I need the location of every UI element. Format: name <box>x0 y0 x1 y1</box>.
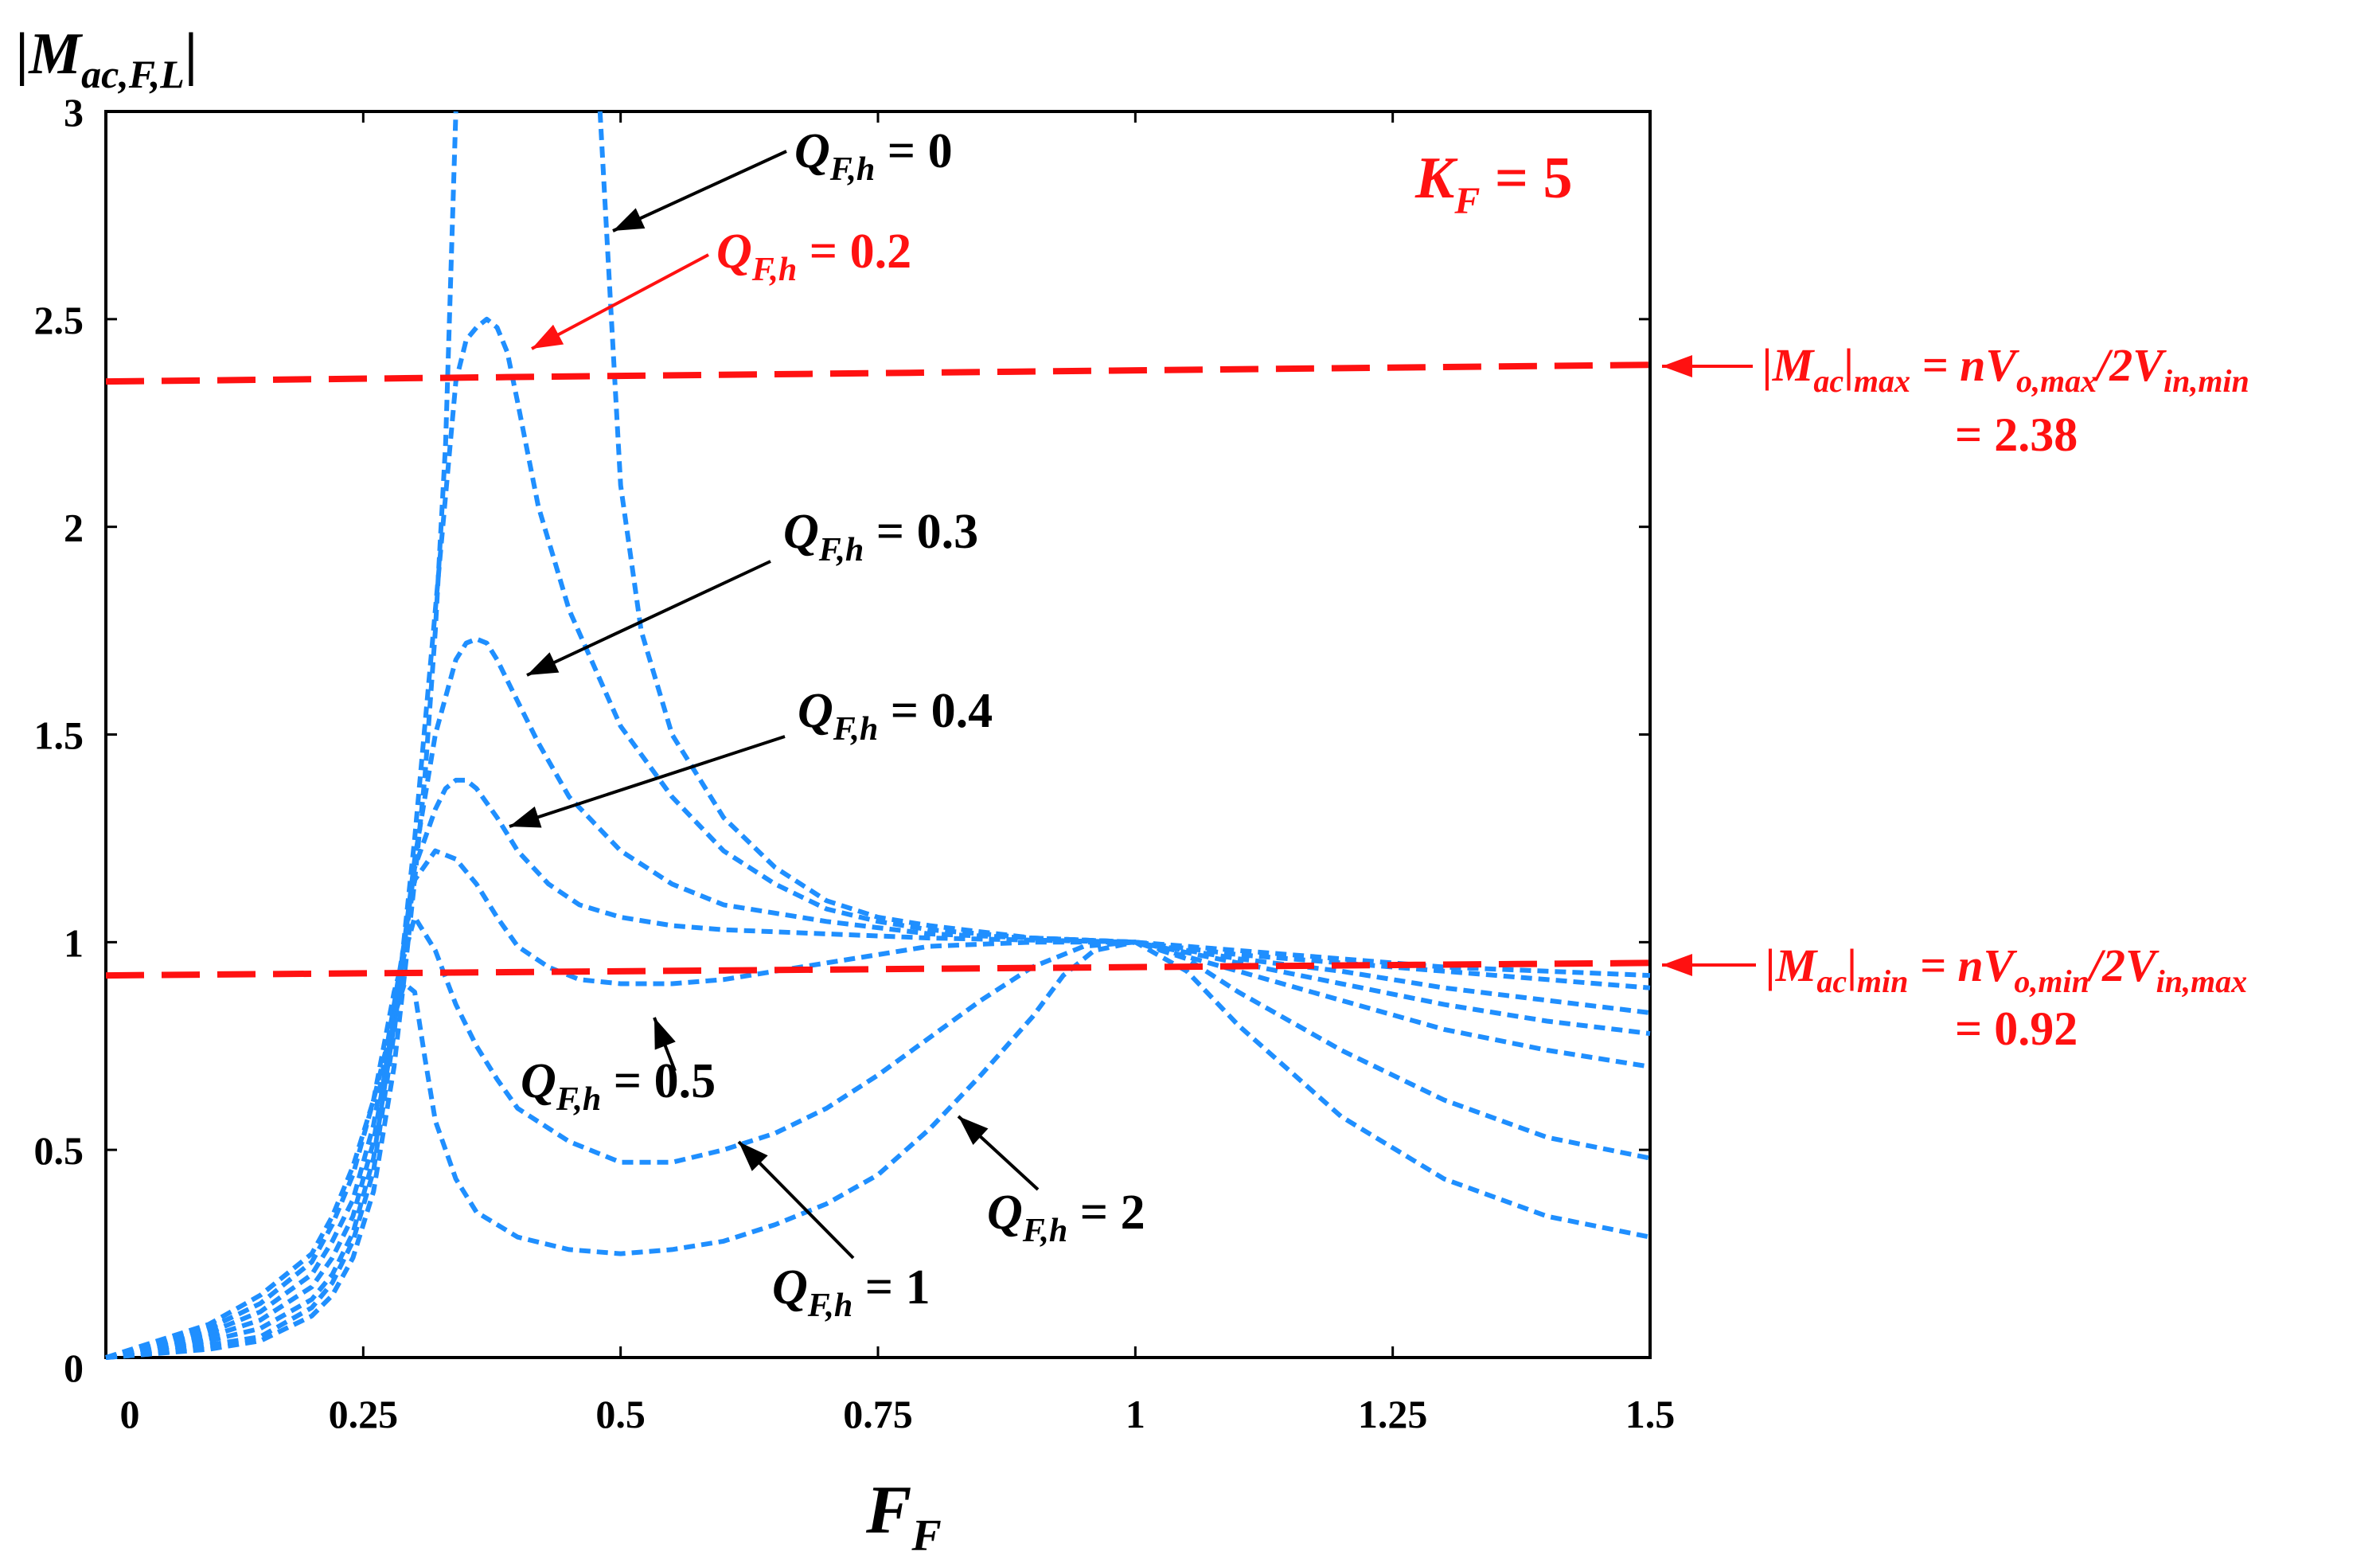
x-tick-label: 1 <box>1126 1392 1145 1436</box>
y-tick-label: 0 <box>64 1346 84 1390</box>
label-mmin-value: = 0.92 <box>1955 1002 2078 1055</box>
label-mmin: |Mac|min = nVo,min/2Vin,max <box>1765 940 2247 999</box>
arrow-q05-head <box>654 1018 676 1050</box>
label-q05: QF,h = 0.5 <box>521 1054 716 1118</box>
arrow-q0 <box>612 150 787 232</box>
arrow-q02-head <box>532 324 564 349</box>
arrow-q2-head <box>958 1116 989 1146</box>
series-line-1 <box>597 111 1651 979</box>
series-line-0 <box>105 111 458 1360</box>
arrow-q1-head <box>739 1142 768 1171</box>
arrow-q0-head <box>613 208 646 231</box>
label-q04: QF,h = 0.4 <box>798 684 993 748</box>
label-q0: QF,h = 0 <box>794 124 953 188</box>
kf-label: KF = 5 <box>1414 146 1573 222</box>
arrow-mmin-head <box>1662 954 1692 976</box>
arrow-q03 <box>526 560 771 677</box>
series-line-5 <box>105 848 1651 1360</box>
x-tick-label: 1.25 <box>1358 1392 1428 1436</box>
label-q2: QF,h = 2 <box>987 1186 1145 1249</box>
reference-line-min <box>105 959 1651 979</box>
y-tick-label: 3 <box>64 90 84 135</box>
arrow-q04-head <box>509 806 542 828</box>
series-line-7 <box>105 940 1651 1360</box>
y-tick-label: 1.5 <box>34 713 84 758</box>
label-mmax-value: = 2.38 <box>1955 408 2078 461</box>
label-q03: QF,h = 0.3 <box>783 505 978 568</box>
x-axis-title: FF <box>865 1471 942 1555</box>
reference-lines <box>105 361 1651 979</box>
label-mmax: |Mac|max = nVo,max/2Vin,min <box>1762 339 2249 399</box>
y-tick-label: 2.5 <box>34 298 84 342</box>
y-axis-title: |Mac,F,L| <box>16 21 197 96</box>
x-tick-label: 0 <box>120 1392 140 1436</box>
x-tick-label: 1.5 <box>1625 1392 1676 1436</box>
annotation-arrows <box>509 150 1756 1260</box>
arrow-q04 <box>509 735 786 828</box>
y-tick-label: 2 <box>64 506 84 550</box>
arrow-q03-head <box>527 652 560 675</box>
label-q02: QF,h = 0.2 <box>716 225 911 288</box>
x-tick-label: 0.5 <box>595 1392 646 1436</box>
y-tick-label: 1 <box>64 920 84 965</box>
series-line-2 <box>105 316 1651 1360</box>
axis-ticks <box>104 110 1652 1359</box>
label-q1: QF,h = 1 <box>772 1260 931 1324</box>
x-tick-label: 0.25 <box>329 1392 399 1436</box>
series-line-6 <box>105 915 1651 1360</box>
arrow-q02 <box>531 253 709 350</box>
x-tick-label: 0.75 <box>843 1392 913 1436</box>
tick-labels: 0 0.25 0.5 0.75 1 1.25 1.5 0 0.5 1 1.5 2 2.5 3 <box>34 90 1676 1436</box>
y-tick-label: 0.5 <box>34 1128 84 1173</box>
reference-line-max <box>105 361 1651 385</box>
arrow-mmax-head <box>1662 355 1692 377</box>
